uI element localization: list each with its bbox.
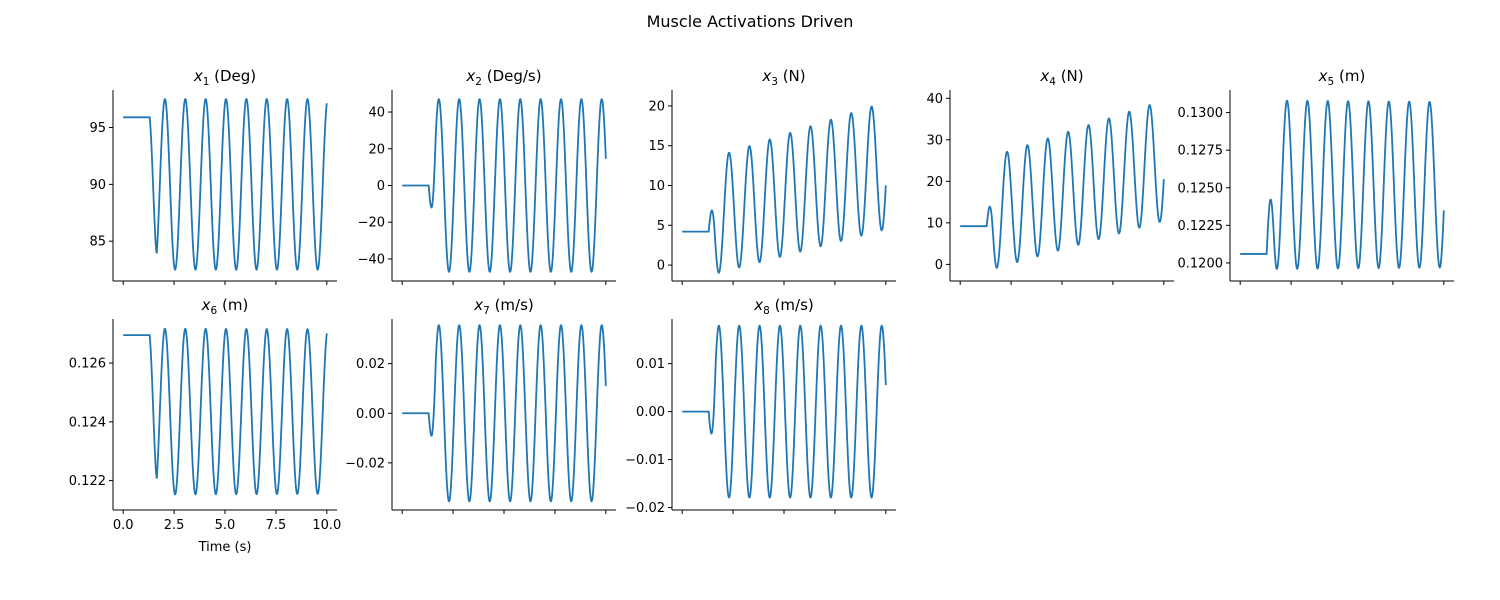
subplot-3: x3 (N) 0 5 10 15 20 (648, 67, 896, 285)
series-line (123, 98, 328, 271)
title-subscript: 7 (483, 305, 490, 317)
y-tick-label: 0.01 (636, 357, 665, 372)
y-tick-label: 40 (368, 106, 385, 121)
y-tick-label: 15 (648, 139, 665, 154)
y-tick-label: 0.126 (69, 357, 106, 372)
title-unit: (N) (778, 67, 806, 85)
subplot-title: x4 (N) (1039, 67, 1083, 88)
y-tick-label: −40 (358, 252, 385, 267)
figure-title: Muscle Activations Driven (647, 12, 854, 31)
title-subscript: 6 (211, 305, 218, 317)
series-line (960, 104, 1165, 269)
title-unit: (Deg) (209, 67, 256, 85)
title-variable: x (761, 67, 771, 85)
title-variable: x (1039, 67, 1049, 85)
title-unit: (m) (1334, 67, 1365, 85)
y-tick-label: 20 (648, 99, 665, 114)
title-variable: x (465, 67, 475, 85)
x-tick-label: 5.0 (215, 518, 236, 533)
subplot-1: x1 (Deg) 85 90 95 (89, 67, 337, 285)
y-tick-label: 20 (368, 142, 385, 157)
title-subscript: 2 (475, 76, 482, 88)
series-line (1240, 99, 1445, 270)
y-tick-label: 10 (648, 179, 665, 194)
y-tick-label: 0.122 (69, 474, 106, 489)
y-tick-label: 0 (377, 179, 385, 194)
title-unit: (m/s) (490, 296, 534, 314)
y-tick-label: −0.01 (625, 453, 665, 468)
y-tick-label: −20 (358, 216, 385, 231)
subplot-6: x6 (m) 0.122 0.124 0.126 0.0 2.5 5.0 7.5 10.0 Tim… (69, 296, 342, 555)
subplot-title: x1 (Deg) (193, 67, 256, 88)
x-tick-label: 2.5 (164, 518, 185, 533)
subplot-8: x8 (m/s) −0.02 −0.01 0.00 0.01 (625, 296, 896, 516)
title-variable: x (201, 296, 211, 314)
y-tick-label: 0 (935, 258, 943, 273)
series-line (123, 327, 328, 496)
title-subscript: 1 (203, 76, 210, 88)
title-unit: (m) (217, 296, 248, 314)
y-tick-label: 40 (926, 92, 943, 107)
y-tick-label: 85 (89, 235, 106, 250)
subplot-title: x6 (m) (201, 296, 249, 317)
title-variable: x (473, 296, 483, 314)
title-subscript: 4 (1049, 76, 1056, 88)
subplot-title: x2 (Deg/s) (465, 67, 541, 88)
y-tick-label: 0.00 (356, 407, 385, 422)
x-tick-label: 7.5 (266, 518, 287, 533)
y-tick-label: 0.1225 (1178, 219, 1224, 234)
y-tick-label: 10 (926, 216, 943, 231)
title-subscript: 3 (771, 76, 778, 88)
series-line (682, 105, 887, 274)
y-tick-label: 5 (657, 219, 665, 234)
y-tick-label: −0.02 (625, 501, 665, 516)
title-subscript: 8 (763, 305, 770, 317)
y-tick-label: 0.1275 (1178, 144, 1224, 159)
title-variable: x (1318, 67, 1328, 85)
series-line (682, 324, 887, 499)
y-tick-label: 90 (89, 178, 106, 193)
x-tick-label: 0.0 (113, 518, 134, 533)
y-tick-label: 0.00 (636, 405, 665, 420)
title-variable: x (193, 67, 203, 85)
subplot-5: x5 (m) 0.1200 0.1225 0.1250 0.1275 0.1300 (1178, 67, 1454, 285)
subplot-title: x8 (m/s) (753, 296, 814, 317)
title-subscript: 5 (1328, 76, 1335, 88)
subplot-4: x4 (N) 0 10 20 30 40 (926, 67, 1174, 285)
y-tick-label: 95 (89, 121, 106, 136)
y-tick-label: 20 (926, 175, 943, 190)
x-axis-label: Time (s) (198, 540, 252, 555)
y-tick-label: 0.124 (69, 415, 106, 430)
subplot-2: x2 (Deg/s) −40 −20 0 20 40 (358, 67, 616, 285)
y-tick-label: 0 (657, 259, 665, 274)
series-line (402, 324, 607, 503)
y-tick-label: −0.02 (345, 456, 385, 471)
title-unit: (Deg/s) (482, 67, 542, 85)
y-tick-label: 30 (926, 133, 943, 148)
title-variable: x (753, 296, 763, 314)
y-tick-label: 0.1200 (1178, 256, 1224, 271)
y-tick-label: 0.1300 (1178, 106, 1224, 121)
subplot-7: x7 (m/s) −0.02 0.00 0.02 (345, 296, 616, 514)
series-line (402, 98, 607, 273)
y-tick-label: 0.02 (356, 357, 385, 372)
x-tick-label: 10.0 (312, 518, 341, 533)
y-tick-label: 0.1250 (1178, 181, 1224, 196)
title-unit: (m/s) (770, 296, 814, 314)
title-unit: (N) (1056, 67, 1084, 85)
subplot-title: x3 (N) (761, 67, 805, 88)
subplot-title: x5 (m) (1318, 67, 1366, 88)
subplot-title: x7 (m/s) (473, 296, 534, 317)
